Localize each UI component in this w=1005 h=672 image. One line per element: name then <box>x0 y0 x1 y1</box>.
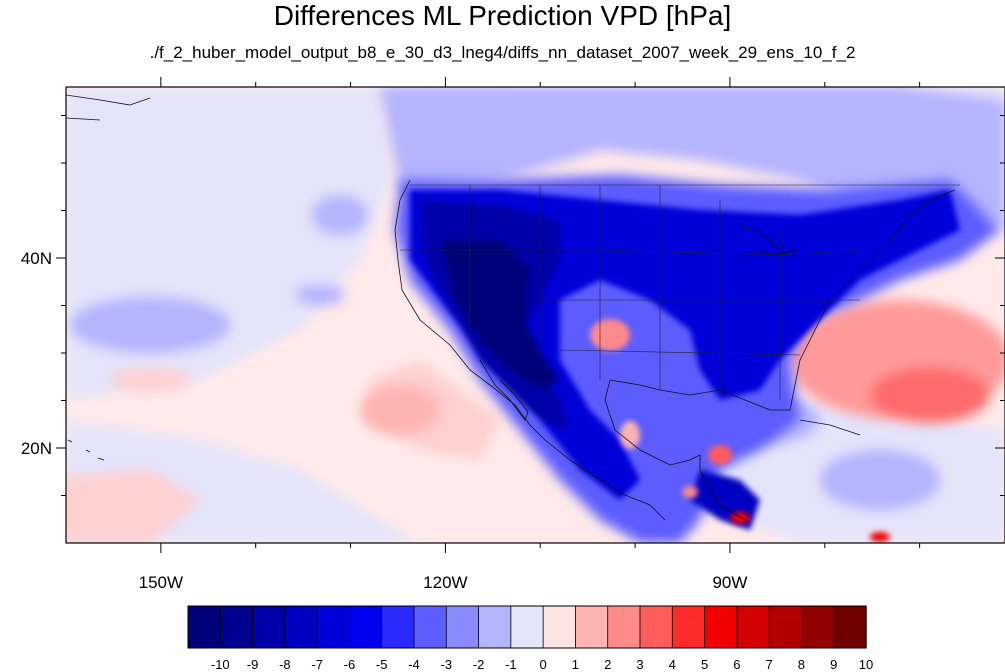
colorbar-label: 2 <box>604 657 611 672</box>
colorbar-swatch <box>704 605 738 649</box>
colorbar-label: -5 <box>376 657 388 672</box>
colorbar-label: 0 <box>540 657 547 672</box>
lon-tick-label: 150W <box>139 573 183 592</box>
field-atlantic-positive <box>360 300 1005 435</box>
colorbar-swatch <box>736 605 770 649</box>
colorbar-swatch <box>671 605 706 649</box>
colorbar-swatch <box>510 605 544 649</box>
colorbar-label: -2 <box>473 657 485 672</box>
colorbar-swatch <box>316 605 351 649</box>
lon-tick-label: 90W <box>712 573 747 592</box>
colorbar-label: -7 <box>311 657 323 672</box>
lat-tick-label: 20N <box>21 439 52 458</box>
colorbar-frame <box>187 605 867 649</box>
colorbar-label: -6 <box>344 657 356 672</box>
colorbar-label: -4 <box>408 657 420 672</box>
colorbar-label: 4 <box>669 657 676 672</box>
colorbar-label: -1 <box>505 657 517 672</box>
colorbar-label: 8 <box>798 657 805 672</box>
colorbar-swatch <box>575 605 609 649</box>
colorbar-swatch <box>768 605 803 649</box>
colorbar-swatch <box>381 605 415 649</box>
coastlines <box>66 94 956 521</box>
colorbar-label: 9 <box>830 657 837 672</box>
colorbar-swatch <box>284 605 318 649</box>
colorbar-swatch <box>445 605 480 649</box>
colorbar-swatch <box>801 605 835 649</box>
figure-subtitle: ./f_2_huber_model_output_b8_e_30_d3_lneg… <box>149 43 856 62</box>
axis-ticks <box>56 77 1005 553</box>
lat-tick-label: 40N <box>21 249 52 268</box>
colorbar-label: 7 <box>766 657 773 672</box>
colorbar-label: -10 <box>211 657 230 672</box>
colorbar-label: -8 <box>279 657 291 672</box>
axis-labels: 150W 120W 90W 40N 20N <box>21 249 748 592</box>
field-strong-negative <box>410 190 960 530</box>
colorbar-swatch <box>542 605 577 649</box>
colorbar-swatch <box>187 605 221 649</box>
figure-title: Differences ML Prediction VPD [hPa] <box>273 0 732 31</box>
colorbar-swatch <box>252 605 286 649</box>
colorbar-label: -9 <box>247 657 259 672</box>
colorbar-label: 5 <box>701 657 708 672</box>
plot-area <box>66 87 1005 543</box>
colorbar-swatch <box>219 605 254 649</box>
lon-tick-label: 120W <box>423 573 467 592</box>
colorbar-swatch <box>639 605 673 649</box>
colorbar-swatch <box>833 605 867 649</box>
colorbar-swatch <box>478 605 512 649</box>
colorbar-swatch <box>607 605 641 649</box>
colorbar-label: 3 <box>636 657 643 672</box>
colorbar-label: -3 <box>441 657 453 672</box>
colorbar-swatch <box>413 605 447 649</box>
colorbar: -10 -9 -8 -7 -6 -5 -4 -3 -2 -1 0 1 2 3 4 5 6 7 8 9 10 <box>187 605 873 672</box>
colorbar-label: 10 <box>859 657 873 672</box>
colorbar-swatch <box>349 605 383 649</box>
state-boundaries <box>400 184 960 400</box>
colorbar-label: 6 <box>733 657 740 672</box>
plot-frame <box>65 86 1005 544</box>
colorbar-label: 1 <box>572 657 579 672</box>
